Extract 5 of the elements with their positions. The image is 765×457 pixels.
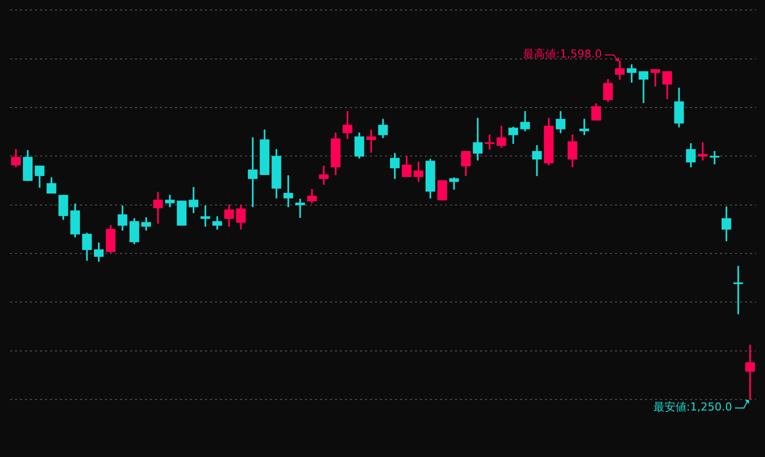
candlestick — [484, 134, 494, 150]
text: 最安値:1,250.0 — [653, 400, 732, 414]
candlestick — [745, 344, 755, 400]
candlestick — [710, 151, 720, 164]
annotation: 最高値:1,598.0 — [523, 48, 602, 61]
